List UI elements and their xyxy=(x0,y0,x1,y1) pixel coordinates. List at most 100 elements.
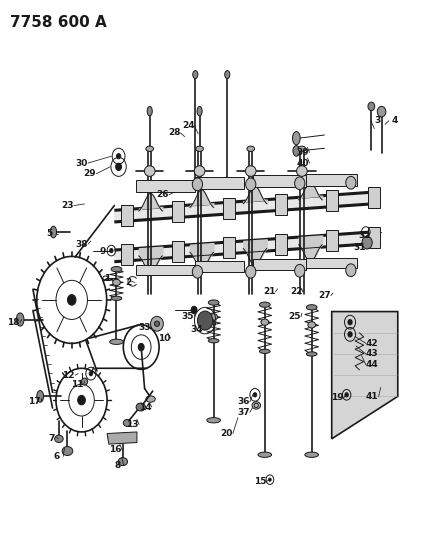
Ellipse shape xyxy=(123,419,131,426)
Circle shape xyxy=(116,163,121,171)
Text: 5: 5 xyxy=(46,229,52,238)
Text: 26: 26 xyxy=(156,190,169,199)
Circle shape xyxy=(197,311,213,330)
Text: 34: 34 xyxy=(190,325,203,334)
Ellipse shape xyxy=(258,452,272,457)
Text: 25: 25 xyxy=(288,312,301,321)
Ellipse shape xyxy=(136,403,145,411)
Polygon shape xyxy=(121,245,133,265)
Ellipse shape xyxy=(118,458,127,466)
Text: 37: 37 xyxy=(237,408,250,417)
Text: 21: 21 xyxy=(263,287,275,296)
Ellipse shape xyxy=(305,452,318,457)
Text: 23: 23 xyxy=(61,201,74,210)
Ellipse shape xyxy=(50,226,57,238)
Polygon shape xyxy=(224,198,236,219)
Text: 10: 10 xyxy=(158,334,170,343)
Ellipse shape xyxy=(260,349,270,353)
Circle shape xyxy=(346,264,356,277)
Circle shape xyxy=(348,332,352,337)
Text: 13: 13 xyxy=(127,420,139,429)
Ellipse shape xyxy=(111,296,122,301)
Circle shape xyxy=(246,265,256,278)
Polygon shape xyxy=(275,194,287,215)
Ellipse shape xyxy=(296,166,307,176)
Ellipse shape xyxy=(147,107,152,116)
Ellipse shape xyxy=(82,378,88,385)
Polygon shape xyxy=(326,190,338,212)
Polygon shape xyxy=(253,260,306,270)
Ellipse shape xyxy=(210,314,218,320)
Text: 7758 600 A: 7758 600 A xyxy=(10,14,107,30)
Ellipse shape xyxy=(293,146,300,156)
Polygon shape xyxy=(369,188,380,208)
Circle shape xyxy=(246,178,256,191)
Text: 24: 24 xyxy=(182,122,194,131)
Text: 14: 14 xyxy=(139,402,152,411)
Circle shape xyxy=(269,478,271,481)
Circle shape xyxy=(368,102,375,111)
Ellipse shape xyxy=(208,300,219,305)
Text: 43: 43 xyxy=(366,350,378,359)
Text: 17: 17 xyxy=(28,397,41,406)
Text: 30: 30 xyxy=(76,159,88,167)
Text: 19: 19 xyxy=(331,393,344,402)
Polygon shape xyxy=(195,262,245,272)
Polygon shape xyxy=(275,234,287,255)
Ellipse shape xyxy=(261,319,269,325)
Ellipse shape xyxy=(306,305,317,310)
Ellipse shape xyxy=(197,107,202,116)
Ellipse shape xyxy=(145,166,155,176)
Ellipse shape xyxy=(308,321,315,328)
Ellipse shape xyxy=(193,70,198,78)
Text: 1: 1 xyxy=(104,273,110,282)
Ellipse shape xyxy=(225,70,230,78)
Ellipse shape xyxy=(194,166,205,176)
Polygon shape xyxy=(224,237,236,259)
Circle shape xyxy=(253,393,257,397)
Ellipse shape xyxy=(293,132,300,145)
Ellipse shape xyxy=(252,402,260,409)
Text: 44: 44 xyxy=(366,360,378,369)
Ellipse shape xyxy=(196,146,203,151)
Text: 18: 18 xyxy=(7,318,20,327)
Text: 39: 39 xyxy=(297,148,309,157)
Text: 41: 41 xyxy=(366,392,378,401)
Circle shape xyxy=(346,176,356,189)
Text: 8: 8 xyxy=(114,461,121,470)
Circle shape xyxy=(192,265,202,278)
Circle shape xyxy=(362,236,372,249)
Polygon shape xyxy=(253,175,306,187)
Ellipse shape xyxy=(151,317,163,331)
Text: 4: 4 xyxy=(392,116,399,125)
Ellipse shape xyxy=(111,266,122,272)
Text: 27: 27 xyxy=(318,291,331,300)
Text: 20: 20 xyxy=(220,429,233,438)
Text: 36: 36 xyxy=(237,397,250,406)
Text: 7: 7 xyxy=(48,434,55,443)
Circle shape xyxy=(378,107,386,117)
Polygon shape xyxy=(172,241,184,262)
Ellipse shape xyxy=(16,313,24,326)
Ellipse shape xyxy=(245,166,256,176)
Text: 6: 6 xyxy=(54,452,60,461)
Text: 38: 38 xyxy=(75,240,88,249)
Polygon shape xyxy=(369,227,380,248)
Polygon shape xyxy=(107,432,137,444)
Ellipse shape xyxy=(146,146,154,151)
Circle shape xyxy=(67,295,76,305)
Ellipse shape xyxy=(208,338,219,343)
Text: 29: 29 xyxy=(84,169,97,178)
Polygon shape xyxy=(306,258,357,268)
Ellipse shape xyxy=(113,279,120,286)
Circle shape xyxy=(295,177,305,190)
Polygon shape xyxy=(306,174,357,185)
Ellipse shape xyxy=(207,418,221,423)
Polygon shape xyxy=(332,312,398,439)
Ellipse shape xyxy=(154,321,160,326)
Text: 40: 40 xyxy=(297,159,309,167)
Text: 31: 31 xyxy=(353,244,366,253)
Text: 15: 15 xyxy=(254,477,267,486)
Circle shape xyxy=(345,393,348,397)
Circle shape xyxy=(116,154,121,159)
